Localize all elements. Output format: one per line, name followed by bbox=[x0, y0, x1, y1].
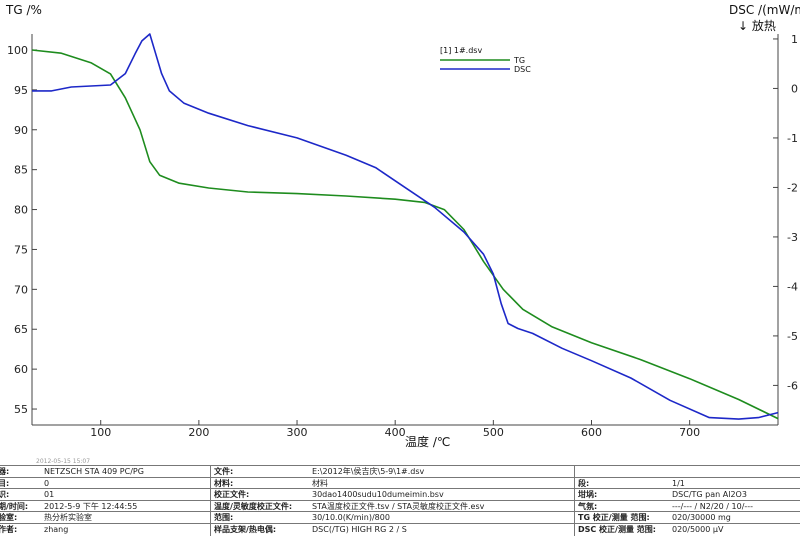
metadata-label: 范围: bbox=[214, 513, 234, 522]
metadata-value: 30dao1400sudu10dumeimin.bsv bbox=[312, 490, 444, 499]
metadata-label: 实验室: bbox=[0, 513, 18, 522]
legend-file-label: [1] 1#.dsv bbox=[440, 46, 482, 55]
x-tick-label: 600 bbox=[581, 426, 602, 439]
metadata-value: STA温度校正文件.tsv / STA灵敏度校正文件.esv bbox=[312, 501, 485, 511]
right-tick-label: -1 bbox=[787, 132, 798, 145]
right-tick-label: -3 bbox=[787, 231, 798, 244]
metadata-label: 坩埚: bbox=[578, 490, 598, 499]
metadata-label: DSC 校正/测量 范围: bbox=[578, 524, 656, 534]
axis-ticks: 100 200 300 400 500 600 700 55 60 65 70 75 80 85 90 95 1… bbox=[7, 33, 798, 439]
metadata-value: 材料 bbox=[312, 478, 328, 488]
metadata-topline: 2012-05-15 15:07 bbox=[0, 458, 800, 466]
legend-label-tg: TG bbox=[513, 56, 525, 65]
metadata-row: 仪器: NETZSCH STA 409 PC/PG 文件: E:\2012年\侯吉庆\… bbox=[0, 466, 800, 478]
metadata-label: 样品支架/热电偶: bbox=[214, 524, 277, 534]
metadata-row-divider bbox=[0, 522, 800, 524]
left-tick-label: 65 bbox=[14, 323, 28, 336]
metadata-label: 文件: bbox=[214, 467, 234, 476]
metadata-value: ---/--- / N2/20 / 10/--- bbox=[672, 501, 754, 511]
metadata-column-divider bbox=[210, 465, 211, 536]
metadata-value: DSC(/TG) HIGH RG 2 / S bbox=[312, 524, 407, 534]
x-tick-label: 400 bbox=[385, 426, 406, 439]
x-tick-label: 500 bbox=[483, 426, 504, 439]
left-tick-label: 75 bbox=[14, 243, 28, 256]
right-tick-label: -4 bbox=[787, 280, 798, 293]
metadata-label: 操作者: bbox=[0, 524, 18, 534]
metadata-value: 020/5000 μV bbox=[672, 524, 724, 534]
left-tick-label: 80 bbox=[14, 204, 28, 217]
data-series bbox=[31, 33, 779, 420]
left-tick-label: 70 bbox=[14, 283, 28, 296]
metadata-value: 1/1 bbox=[672, 478, 685, 488]
metadata-row-divider bbox=[0, 476, 800, 478]
metadata-value: DSC/TG pan Al2O3 bbox=[672, 490, 747, 499]
metadata-label: 校正文件: bbox=[214, 490, 250, 499]
metadata-value: 2012-5-9 下午 12:44:55 bbox=[44, 501, 138, 511]
metadata-label: 项目: bbox=[0, 478, 10, 488]
plot-frame bbox=[31, 34, 779, 426]
right-tick-label: -5 bbox=[787, 330, 798, 343]
right-axis-subtitle: ↓ 放热 bbox=[738, 18, 776, 33]
metadata-label: 温度/灵敏度校正文件: bbox=[214, 501, 293, 511]
metadata-value: 0 bbox=[44, 478, 50, 488]
metadata-row: 实验室: 热分析实验室 范围: 30/10.0(K/min)/800 TG 校正/测量 … bbox=[0, 512, 800, 524]
x-axis-title: 温度 /℃ bbox=[405, 434, 450, 449]
left-tick-label: 55 bbox=[14, 403, 28, 416]
metadata-value: 020/30000 mg bbox=[672, 513, 731, 522]
right-tick-label: -6 bbox=[787, 379, 798, 392]
x-tick-label: 700 bbox=[679, 426, 700, 439]
x-tick-label: 100 bbox=[90, 426, 111, 439]
print-timestamp: 2012-05-15 15:07 bbox=[36, 458, 91, 465]
metadata-value: 热分析实验室 bbox=[44, 513, 92, 522]
metadata-value: zhang bbox=[44, 524, 69, 534]
left-tick-label: 60 bbox=[14, 363, 28, 376]
metadata-row: 项目: 0 材料: 材料 段: 1/1 bbox=[0, 478, 800, 490]
metadata-value: 01 bbox=[44, 490, 55, 499]
right-tick-label: -2 bbox=[787, 181, 798, 194]
left-axis-title: TG /% bbox=[5, 3, 42, 17]
metadata-label: 气氛: bbox=[578, 501, 598, 511]
series-line-tg bbox=[31, 49, 779, 420]
metadata-panel: 2012-05-15 15:07 仪器: NETZSCH STA 409 PC/P… bbox=[0, 458, 800, 536]
series-line-dsc bbox=[32, 33, 779, 420]
metadata-label: 仪器: bbox=[0, 467, 10, 476]
legend-label-dsc: DSC bbox=[514, 65, 531, 74]
right-tick-label: 0 bbox=[791, 82, 798, 95]
right-axis-title: DSC /(mW/m bbox=[729, 3, 800, 17]
metadata-row-divider bbox=[0, 499, 800, 501]
metadata-label: 日期/时间: bbox=[0, 501, 29, 511]
metadata-row: 标识: 01 校正文件: 30dao1400sudu10dumeimin.bsv 坩埚:… bbox=[0, 489, 800, 501]
right-tick-label: 1 bbox=[791, 33, 798, 46]
left-tick-label: 85 bbox=[14, 164, 28, 177]
metadata-column-divider bbox=[574, 465, 575, 536]
metadata-value: NETZSCH STA 409 PC/PG bbox=[44, 467, 144, 476]
metadata-label: 段: bbox=[578, 478, 590, 488]
metadata-value: 30/10.0(K/min)/800 bbox=[312, 513, 390, 522]
metadata-row: 日期/时间: 2012-5-9 下午 12:44:55 温度/灵敏度校正文件: STA… bbox=[0, 501, 800, 513]
metadata-label: 标识: bbox=[0, 490, 10, 499]
x-tick-label: 300 bbox=[287, 426, 308, 439]
x-tick-label: 200 bbox=[188, 426, 209, 439]
left-tick-label: 90 bbox=[14, 124, 28, 137]
metadata-row: 操作者: zhang 样品支架/热电偶: DSC(/TG) HIGH RG 2 / S… bbox=[0, 524, 800, 536]
metadata-row-divider bbox=[0, 465, 800, 466]
tg-dsc-chart: 100 200 300 400 500 600 700 55 60 65 70 75 80 85 90 95 1… bbox=[5, 3, 800, 449]
left-tick-label: 100 bbox=[7, 44, 28, 57]
metadata-label: 材料: bbox=[214, 478, 234, 488]
metadata-value: E:\2012年\侯吉庆\5-9\1#.dsv bbox=[312, 467, 425, 476]
metadata-row-divider bbox=[0, 488, 800, 489]
metadata-label: TG 校正/测量 范围: bbox=[578, 513, 650, 522]
left-tick-label: 95 bbox=[14, 84, 28, 97]
metadata-row-divider bbox=[0, 511, 800, 512]
